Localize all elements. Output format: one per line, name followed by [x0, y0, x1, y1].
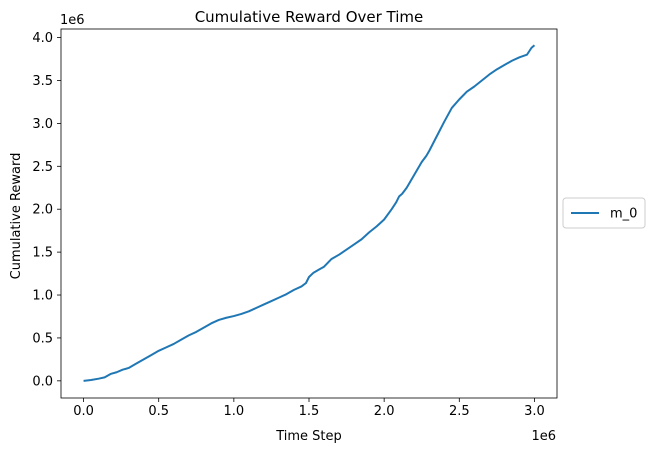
y-tick-label: 1.0 — [32, 289, 53, 304]
y-tick-label: 0.0 — [32, 374, 53, 389]
series-line-m_0 — [83, 44, 536, 382]
y-tick-label: 2.0 — [32, 203, 53, 218]
x-tick-label: 0.5 — [148, 404, 169, 419]
legend: m_0 — [562, 197, 646, 229]
y-tick-label: 3.5 — [32, 74, 53, 89]
y-tick-label: 0.5 — [32, 331, 53, 346]
legend-label: m_0 — [610, 207, 637, 222]
x-scale-label: 1e6 — [531, 429, 556, 444]
x-tick-label: 1.0 — [224, 404, 245, 419]
x-tick-label: 3.0 — [524, 404, 545, 419]
y-axis-label: Cumulative Reward — [9, 153, 24, 280]
y-tick-label: 3.0 — [32, 117, 53, 132]
y-tick-label: 1.5 — [32, 246, 53, 261]
y-tick-label: 2.5 — [32, 160, 53, 175]
x-tick-label: 1.5 — [299, 404, 320, 419]
chart-title: Cumulative Reward Over Time — [195, 8, 424, 26]
legend-frame — [562, 197, 646, 229]
x-tick-label: 2.5 — [449, 404, 470, 419]
x-tick-label: 0.0 — [73, 404, 94, 419]
plot-area: 0.0 0.5 1.0 1.5 2.0 2.5 3.0 0.0 0.5 1.0 1.5 2.0 2.5 3… — [32, 28, 558, 419]
y-tick-label: 4.0 — [32, 31, 53, 46]
axes-frame — [60, 28, 558, 399]
x-axis-label: Time Step — [275, 429, 342, 444]
y-scale-label: 1e6 — [60, 13, 85, 28]
x-tick-label: 2.0 — [374, 404, 395, 419]
